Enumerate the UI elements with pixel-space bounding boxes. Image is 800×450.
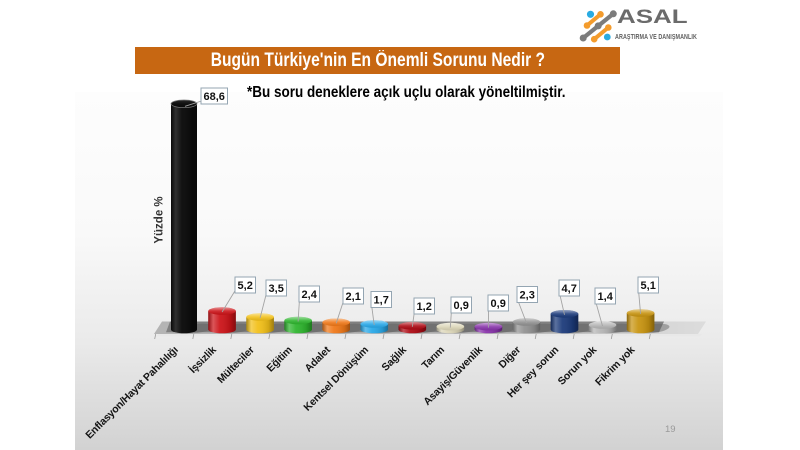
svg-text:Adalet: Adalet — [302, 344, 333, 375]
svg-text:Enflasyon/Hayat Pahalılığı: Enflasyon/Hayat Pahalılığı — [83, 344, 180, 441]
svg-text:İşsizlik: İşsizlik — [186, 343, 219, 376]
svg-text:Diğer: Diğer — [496, 344, 523, 371]
svg-text:19: 19 — [665, 424, 676, 435]
svg-text:2,1: 2,1 — [346, 291, 361, 303]
svg-text:2,3: 2,3 — [520, 290, 535, 302]
svg-text:Fikrim yok: Fikrim yok — [593, 344, 637, 388]
svg-text:5,1: 5,1 — [641, 280, 656, 292]
svg-text:Sağlık: Sağlık — [379, 344, 409, 374]
svg-text:68,6: 68,6 — [203, 91, 224, 103]
svg-text:Eğitim: Eğitim — [264, 344, 294, 374]
svg-text:Kentsel Dönüşüm: Kentsel Dönüşüm — [301, 344, 370, 413]
svg-text:0,9: 0,9 — [454, 300, 469, 312]
svg-text:Mülteciler: Mülteciler — [215, 344, 257, 386]
svg-text:1,2: 1,2 — [417, 301, 432, 313]
svg-text:Sorun yok: Sorun yok — [556, 344, 600, 388]
svg-text:4,7: 4,7 — [562, 283, 577, 295]
svg-text:2,4: 2,4 — [302, 289, 318, 301]
svg-text:0,9: 0,9 — [491, 298, 506, 310]
svg-text:Yüzde %: Yüzde % — [154, 196, 166, 243]
svg-text:3,5: 3,5 — [269, 283, 284, 295]
svg-text:1,4: 1,4 — [598, 291, 614, 303]
svg-text:Tarım: Tarım — [419, 344, 446, 371]
svg-text:5,2: 5,2 — [238, 280, 253, 292]
svg-text:1,7: 1,7 — [374, 295, 389, 307]
